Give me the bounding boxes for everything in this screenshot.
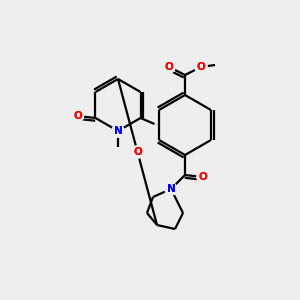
Text: O: O — [73, 111, 82, 121]
Circle shape — [112, 125, 124, 137]
Circle shape — [112, 125, 124, 137]
Text: N: N — [114, 126, 122, 136]
Text: O: O — [73, 111, 82, 121]
Text: N: N — [167, 184, 176, 194]
Text: O: O — [165, 62, 173, 72]
Circle shape — [131, 146, 143, 158]
Text: O: O — [165, 62, 173, 72]
Circle shape — [197, 171, 209, 183]
Text: O: O — [199, 172, 207, 182]
Circle shape — [163, 61, 175, 73]
Text: O: O — [196, 62, 206, 72]
Circle shape — [195, 61, 207, 73]
Circle shape — [71, 110, 83, 122]
Circle shape — [165, 183, 177, 195]
Text: O: O — [133, 147, 142, 157]
Circle shape — [163, 61, 175, 73]
Text: O: O — [199, 172, 207, 182]
Text: O: O — [196, 62, 206, 72]
Text: N: N — [114, 126, 122, 136]
Text: O: O — [133, 147, 142, 157]
Circle shape — [131, 146, 143, 158]
Circle shape — [195, 61, 207, 73]
Text: N: N — [167, 184, 176, 194]
Circle shape — [71, 110, 83, 122]
Circle shape — [165, 183, 177, 195]
Circle shape — [197, 171, 209, 183]
